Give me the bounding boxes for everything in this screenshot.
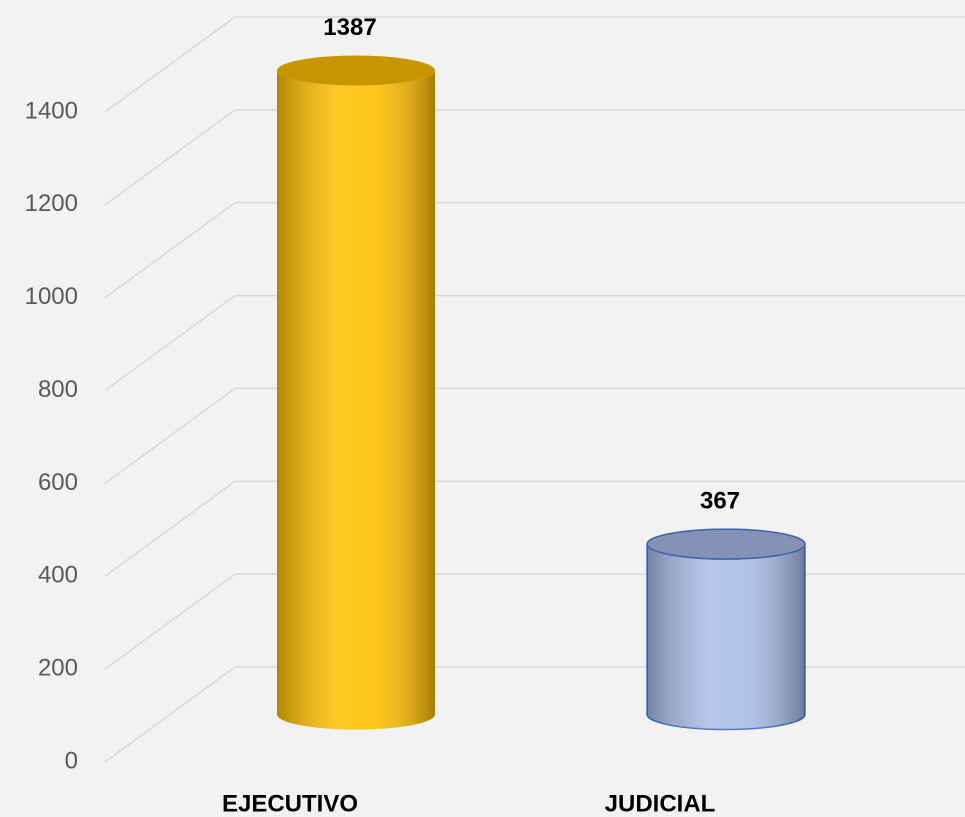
- grid-line-side: [104, 16, 236, 113]
- grid-line-side: [104, 294, 236, 392]
- bar-top-shade: [277, 55, 435, 86]
- y-tick-label: 1200: [25, 190, 78, 217]
- bar-top: [646, 528, 806, 560]
- grid-line-side: [104, 387, 236, 485]
- bar: [646, 528, 806, 731]
- x-tick-label: EJECUTIVO: [222, 790, 358, 817]
- grid-line-side: [104, 573, 236, 670]
- y-tick-label: 400: [38, 562, 78, 589]
- value-label: 367: [700, 487, 740, 514]
- y-tick-label: 600: [38, 469, 78, 496]
- y-tick-label: 0: [65, 747, 78, 774]
- bar: [277, 55, 435, 730]
- y-tick-label: 800: [38, 376, 78, 403]
- grid-line-side: [104, 109, 236, 206]
- value-label: 1387: [323, 14, 376, 41]
- y-tick-label: 1400: [25, 97, 78, 124]
- bar-top: [277, 55, 435, 86]
- bar-shade: [277, 70, 435, 730]
- y-tick-label: 1000: [25, 283, 78, 310]
- bar-top-shade: [647, 529, 805, 560]
- grid-line-side: [104, 202, 236, 299]
- bar-shade: [647, 544, 805, 730]
- grid-line-side: [104, 666, 236, 763]
- grid-line-side: [104, 480, 236, 577]
- y-tick-label: 200: [38, 654, 78, 681]
- x-tick-label: JUDICIAL: [605, 790, 716, 817]
